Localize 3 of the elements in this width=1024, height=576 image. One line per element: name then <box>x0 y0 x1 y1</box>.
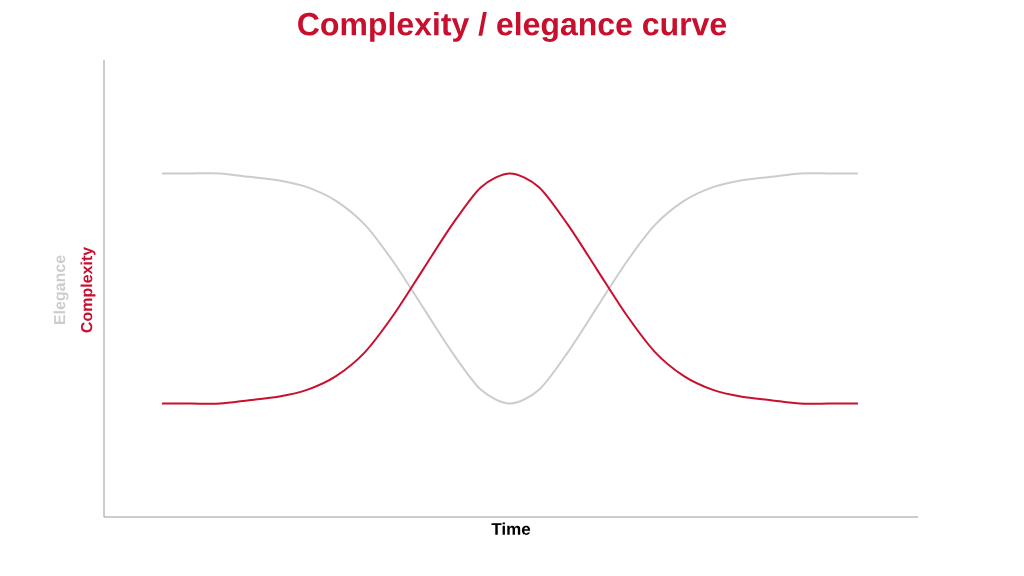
text: Complexity <box>80 246 96 333</box>
x-axis-title: Time <box>491 522 531 536</box>
chart-title: Complexity / elegance curve <box>298 12 727 42</box>
